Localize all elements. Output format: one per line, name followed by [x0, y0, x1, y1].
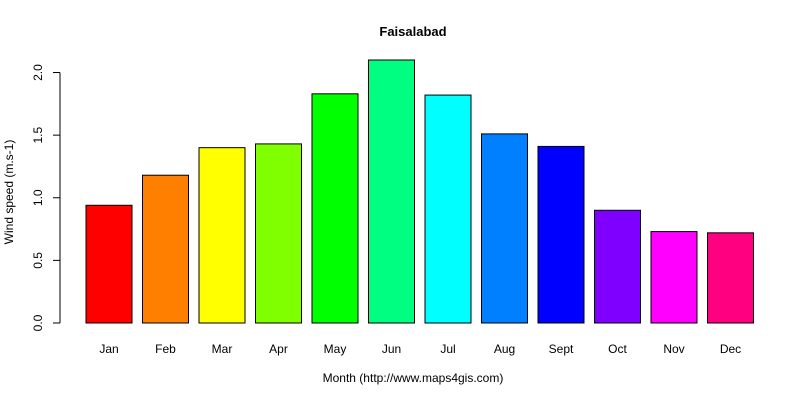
x-tick-label: May: [324, 342, 347, 356]
y-tick-label: 1.0: [31, 189, 45, 206]
bar-oct: [594, 209, 641, 324]
x-tick-label: Jan: [99, 342, 118, 356]
x-tick-label: Aug: [494, 342, 515, 356]
bar-nov: [650, 231, 698, 324]
x-tick-label: Dec: [720, 342, 741, 356]
x-tick-label: Jun: [382, 342, 401, 356]
y-tick-label: 0.5: [31, 252, 45, 269]
bar-may: [311, 93, 359, 324]
bar-sept: [537, 145, 585, 324]
y-tick-label: 0.0: [31, 314, 45, 331]
bar-apr: [255, 143, 302, 324]
bar-mar: [198, 147, 246, 324]
chart-title: Faisalabad: [379, 24, 446, 39]
x-tick-label: Oct: [608, 342, 627, 356]
x-axis-label: Month (http://www.maps4gis.com): [323, 371, 504, 385]
bar-dec: [707, 232, 754, 324]
y-tick-label: 2.0: [31, 64, 45, 81]
x-tick-label: Sept: [549, 342, 574, 356]
bar-feb: [142, 174, 189, 324]
x-tick-label: Apr: [269, 342, 288, 356]
x-tick-labels: Jan Feb Mar Apr May Jun Jul Aug Sept Oct Nov Dec: [99, 342, 741, 356]
bar-jul: [424, 94, 472, 324]
bar-jan: [85, 204, 133, 324]
bar-jun: [368, 59, 415, 324]
x-tick-label: Nov: [663, 342, 684, 356]
x-tick-label: Feb: [155, 342, 176, 356]
y-tick-label: 1.5: [31, 126, 45, 143]
x-tick-label: Mar: [212, 342, 233, 356]
y-axis: 0.0 0.5 1.0 1.5 2.0: [31, 64, 61, 331]
bars-group: [85, 59, 754, 324]
bar-aug: [481, 133, 528, 324]
x-tick-label: Jul: [440, 342, 455, 356]
y-axis-label: Wind speed (m.s-1): [2, 140, 16, 245]
